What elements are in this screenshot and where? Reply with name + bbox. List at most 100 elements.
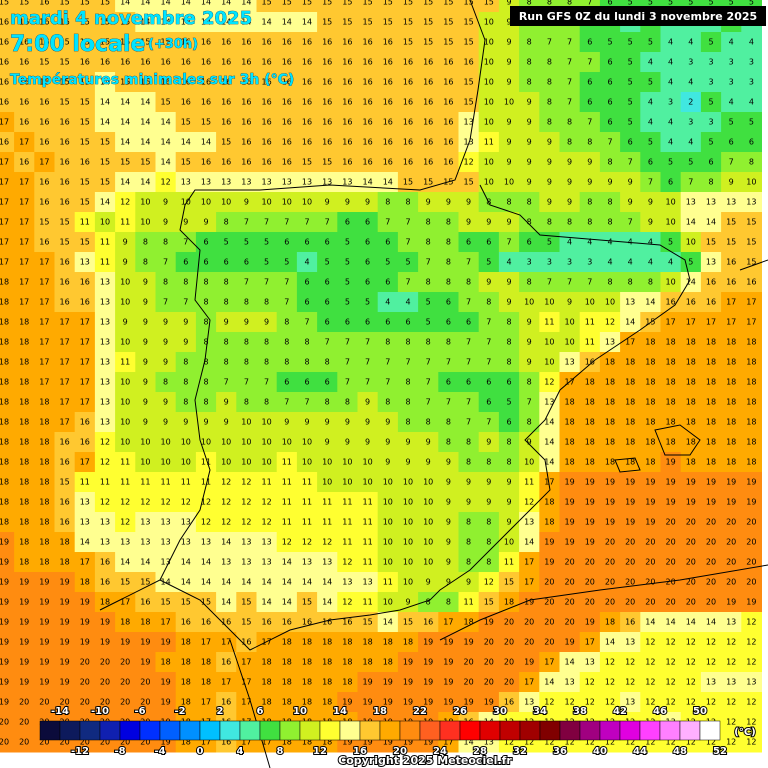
- cell-value: 14: [181, 18, 191, 27]
- cell-bg: [418, 612, 439, 633]
- cell-bg: [175, 272, 197, 293]
- cell-value: 8: [203, 278, 208, 287]
- cell-bg: [741, 332, 762, 353]
- cell-bg: [721, 672, 742, 693]
- cell-bg: [74, 532, 96, 553]
- cell-value: 13: [100, 398, 110, 407]
- cell-value: 9: [506, 138, 511, 147]
- cell-bg: [438, 272, 459, 293]
- cell-bg: [0, 132, 15, 153]
- cell-value: 4: [688, 38, 693, 47]
- cell-value: 20: [686, 558, 696, 567]
- cell-bg: [721, 592, 742, 613]
- cell-value: 19: [0, 538, 9, 547]
- cell-bg: [155, 112, 177, 133]
- cell-bg: [195, 72, 217, 93]
- cell-value: 18: [605, 398, 615, 407]
- cell-value: 16: [443, 158, 453, 167]
- cell-value: 16: [181, 58, 191, 67]
- cell-value: 14: [100, 198, 110, 207]
- cell-value: 20: [706, 598, 716, 607]
- cell-bg: [620, 372, 641, 393]
- cell-value: 15: [443, 38, 453, 47]
- cell-value: 12: [241, 518, 251, 527]
- cell-bg: [418, 552, 439, 573]
- cell-value: 9: [486, 438, 491, 447]
- cell-bg: [317, 612, 338, 633]
- cell-bg: [640, 452, 661, 473]
- cell-value: 14: [544, 678, 554, 687]
- cell-value: 18: [645, 458, 655, 467]
- cell-value: 16: [322, 38, 332, 47]
- cell-bg: [559, 332, 581, 353]
- cell-bg: [256, 132, 278, 153]
- cell-bg: [458, 32, 480, 53]
- cell-value: 14: [100, 98, 110, 107]
- cell-value: 15: [60, 78, 70, 87]
- cell-bg: [418, 192, 439, 213]
- cell-bg: [519, 92, 540, 113]
- cell-bg: [438, 32, 459, 53]
- cell-bg: [195, 632, 217, 653]
- cell-value: 18: [645, 418, 655, 427]
- cell-bg: [519, 32, 540, 53]
- cell-bg: [721, 732, 742, 753]
- cell-bg: [155, 12, 177, 33]
- cell-value: 18: [726, 418, 736, 427]
- cell-value: 19: [484, 618, 494, 627]
- cell-bg: [579, 212, 601, 233]
- cell-value: 12: [464, 158, 474, 167]
- cell-bg: [317, 212, 338, 233]
- cell-value: 18: [342, 678, 352, 687]
- cell-bg: [377, 612, 399, 633]
- cell-value: 10: [140, 218, 150, 227]
- cell-value: 9: [506, 38, 511, 47]
- cell-value: 8: [527, 38, 532, 47]
- cell-value: 16: [262, 98, 272, 107]
- cell-value: 3: [708, 118, 713, 127]
- cell-bg: [700, 552, 722, 573]
- cell-value: 20: [605, 598, 615, 607]
- cell-value: 12: [706, 738, 716, 747]
- cell-value: 9: [123, 258, 128, 267]
- cell-bg: [741, 452, 762, 473]
- cell-value: 13: [100, 418, 110, 427]
- cell-bg: [175, 232, 197, 253]
- cell-value: 10: [140, 458, 150, 467]
- cell-bg: [236, 252, 257, 273]
- cell-value: 13: [726, 198, 736, 207]
- cell-value: 9: [567, 178, 572, 187]
- cell-bg: [337, 132, 358, 153]
- cell-bg: [317, 332, 338, 353]
- cell-value: 9: [183, 338, 188, 347]
- cell-value: 17: [19, 198, 29, 207]
- cell-value: 8: [203, 318, 208, 327]
- cell-bg: [640, 352, 661, 373]
- cell-bg: [498, 412, 520, 433]
- cell-bg: [337, 532, 358, 553]
- cell-bg: [620, 132, 641, 153]
- cell-value: 20: [544, 618, 554, 627]
- cell-bg: [660, 632, 682, 653]
- cell-value: 6: [446, 378, 451, 387]
- cell-bg: [337, 672, 358, 693]
- cell-value: 15: [403, 0, 413, 7]
- cell-value: 14: [181, 558, 191, 567]
- cell-bg: [216, 232, 237, 253]
- cell-value: 9: [163, 218, 168, 227]
- cell-bg: [458, 472, 480, 493]
- cell-value: 18: [706, 418, 716, 427]
- cell-value: 17: [544, 658, 554, 667]
- cell-bg: [0, 252, 15, 273]
- cell-value: 19: [39, 578, 49, 587]
- cell-value: 13: [706, 198, 716, 207]
- cell-value: 12: [686, 698, 696, 707]
- cell-value: 11: [363, 538, 373, 547]
- cell-bg: [115, 32, 136, 53]
- cell-value: 18: [262, 658, 272, 667]
- cell-value: 18: [686, 378, 696, 387]
- cell-value: 16: [282, 78, 292, 87]
- cell-value: 15: [302, 158, 312, 167]
- cell-bg: [478, 232, 500, 253]
- legend-label: 10: [293, 706, 307, 717]
